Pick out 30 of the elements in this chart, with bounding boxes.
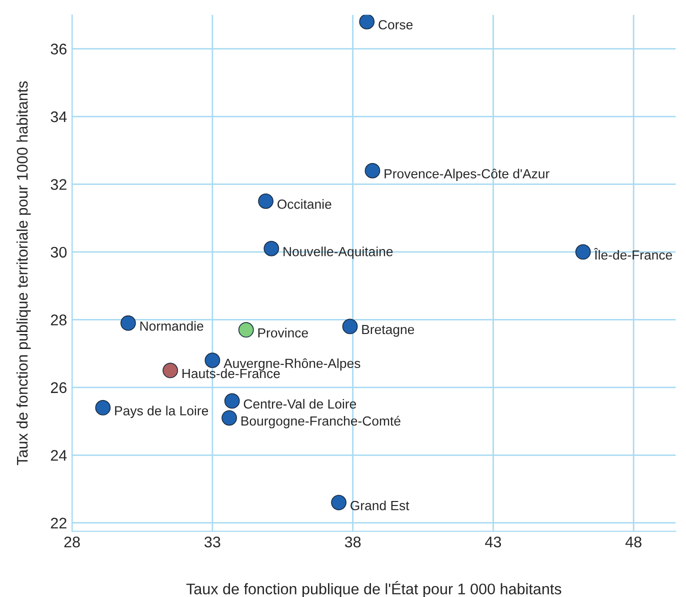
annotation: Hauts-de-France bbox=[182, 368, 280, 378]
annotation: Normandie bbox=[140, 321, 204, 331]
y-tick-label: 28 bbox=[50, 314, 67, 326]
y-tick-label: 22 bbox=[50, 518, 66, 528]
annotation: Auvergne-Rhône-Alpes bbox=[224, 358, 360, 371]
y-axis-title: Taux de fonction publique territoriale pour 1000 habitants bbox=[16, 81, 31, 466]
x-tick-label: 43 bbox=[485, 536, 502, 548]
x-tick-label: 28 bbox=[64, 536, 80, 548]
y-tick-label: 30 bbox=[50, 246, 67, 258]
annotation: Pays de la Loire bbox=[115, 406, 208, 418]
y-tick-label: 24 bbox=[50, 450, 67, 461]
x-tick-label: 38 bbox=[344, 536, 361, 548]
y-tick-label: 26 bbox=[50, 382, 66, 394]
annotation: Nouvelle-Aquitaine bbox=[284, 246, 393, 259]
annotation: Centre-Val de Loire bbox=[244, 398, 356, 409]
y-tick-label: 36 bbox=[50, 44, 66, 54]
annotation: Grand Est bbox=[350, 500, 410, 510]
annotation: Corse bbox=[378, 20, 413, 30]
x-tick-label: 33 bbox=[204, 536, 220, 548]
annotation: Provence-Alpes-Côte d'Azur bbox=[384, 168, 550, 182]
x-tick-label: 48 bbox=[625, 536, 642, 548]
y-tick-label: 34 bbox=[50, 111, 67, 122]
annotation: Occitanie bbox=[278, 199, 332, 209]
annotation: Province bbox=[258, 328, 308, 338]
x-axis-title: Taux de fonction publique de l'État pour 1 000 habitants bbox=[186, 580, 562, 597]
annotation: Bourgogne-Franche-Comté bbox=[241, 416, 400, 428]
annotation: Île-de-France bbox=[594, 248, 672, 260]
point bbox=[359, 14, 375, 30]
annotation: Bretagne bbox=[362, 324, 414, 337]
y-tick-label: 32 bbox=[50, 179, 66, 190]
